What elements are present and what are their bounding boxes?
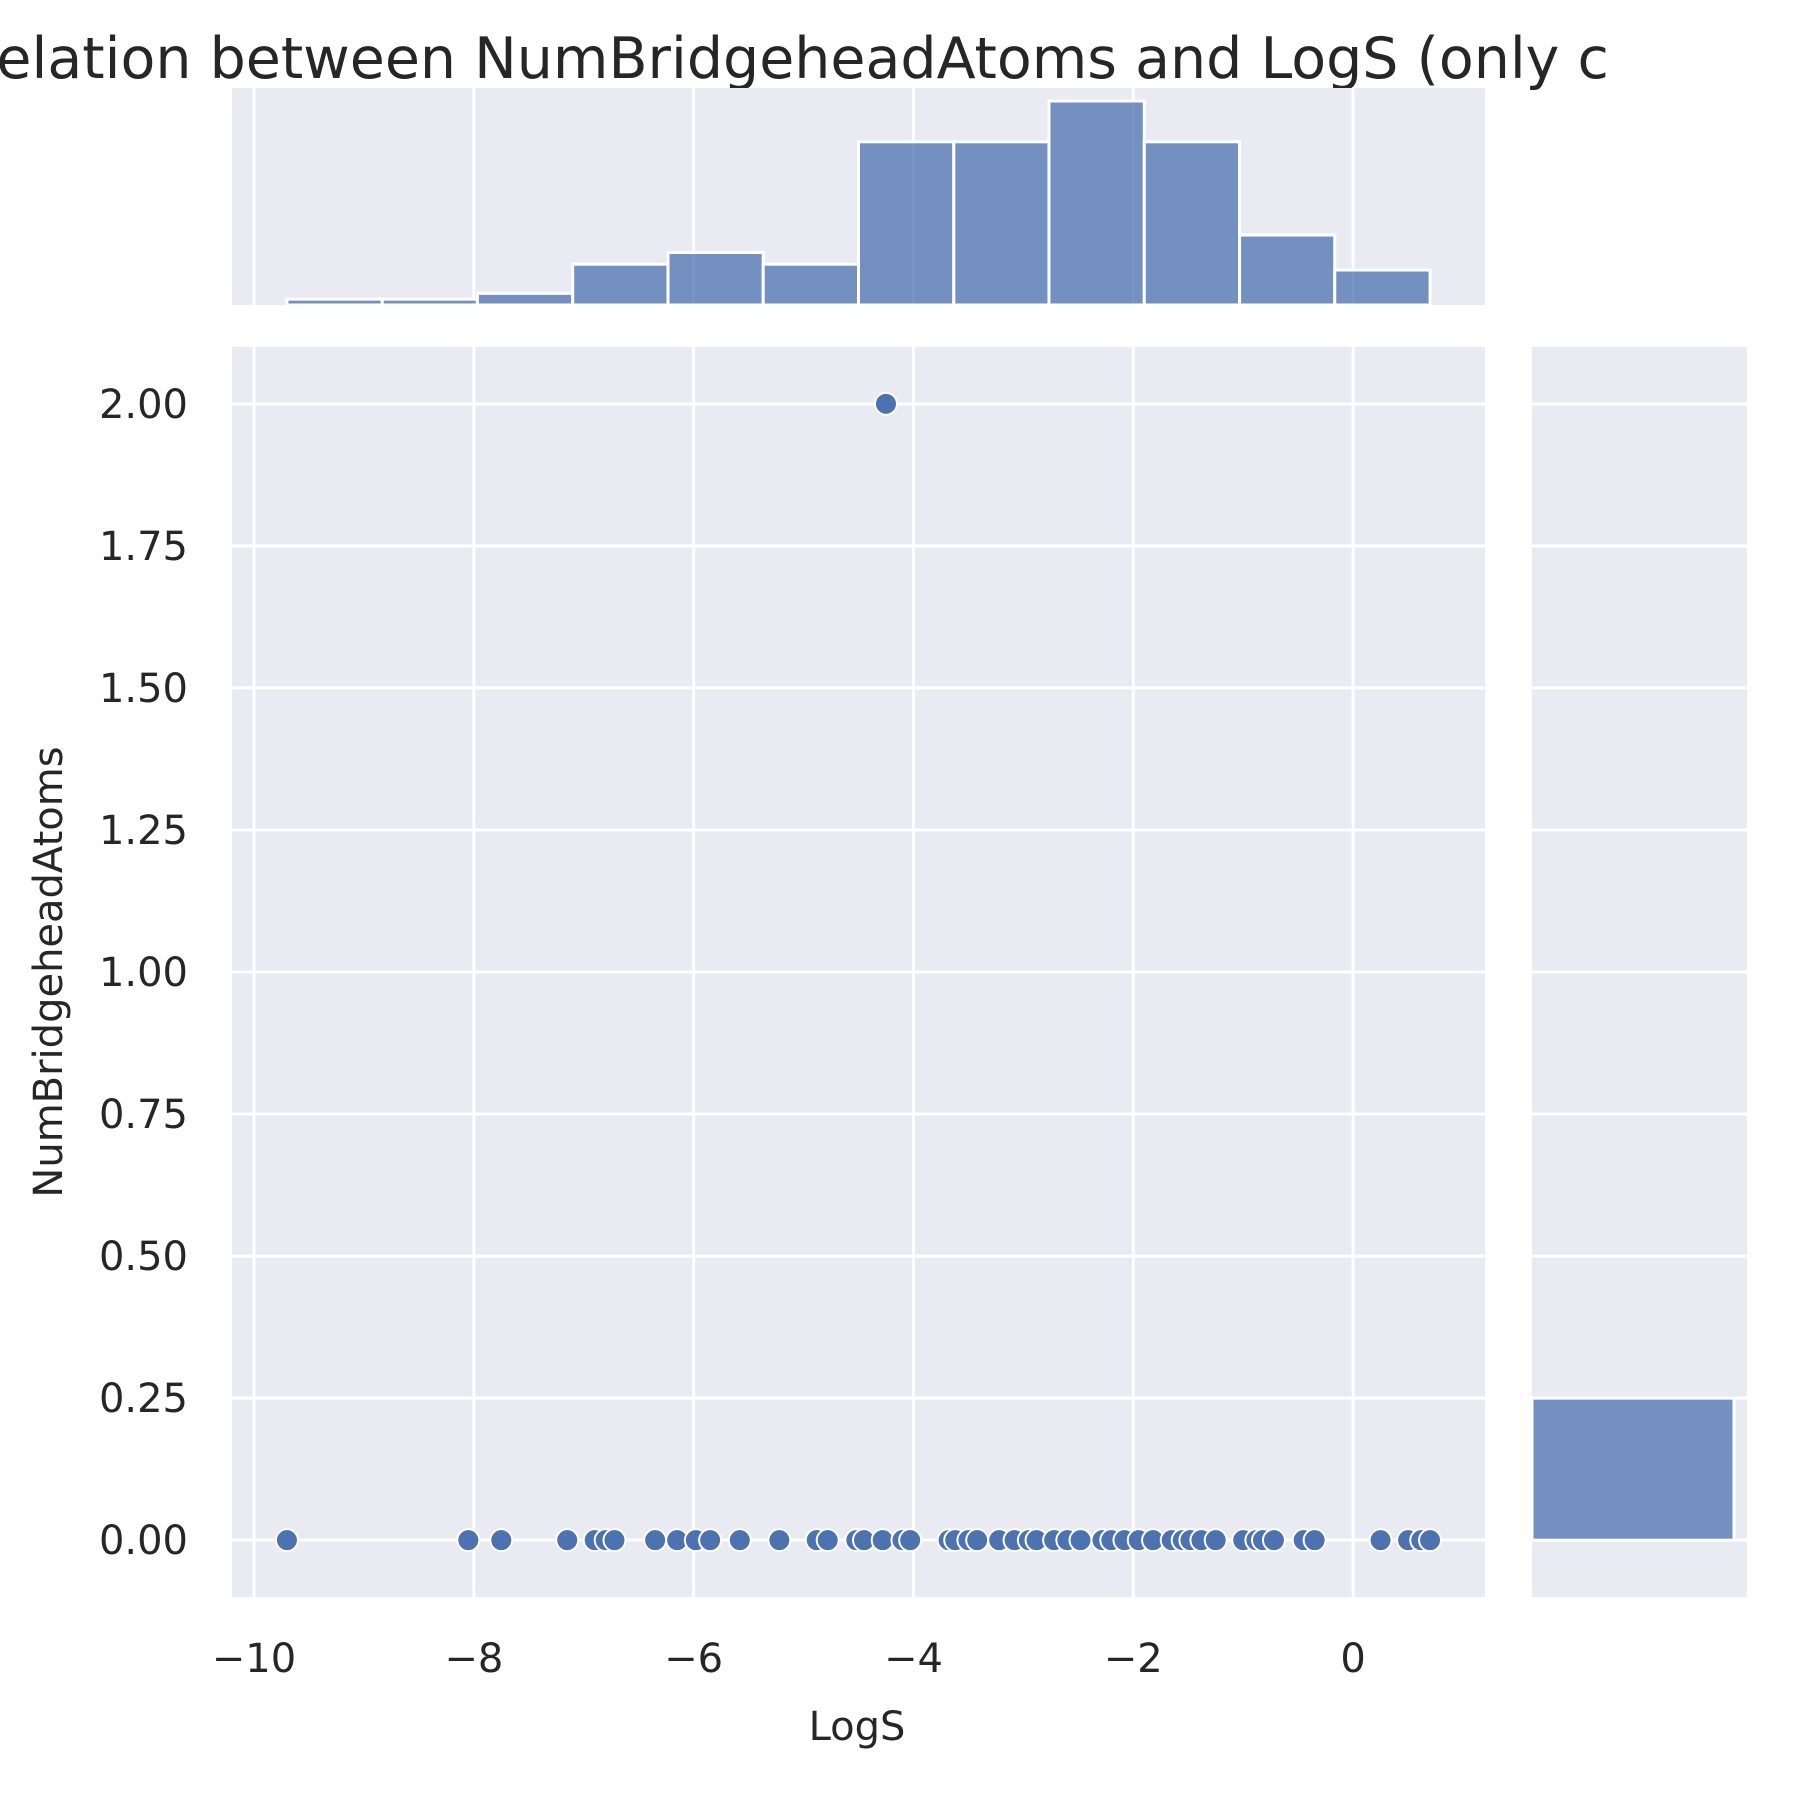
top-hist-bar — [571, 262, 670, 307]
right-marginal-histogram — [1530, 347, 1747, 1597]
scatter-point — [815, 1528, 840, 1553]
x-tick-label: 0 — [1340, 1636, 1365, 1682]
scatter-point — [767, 1528, 792, 1553]
top-hist-bar — [380, 297, 479, 307]
top-hist-bar — [1047, 99, 1146, 307]
y-tick-label: 1.75 — [99, 524, 188, 570]
x-tick-label: −2 — [1104, 1636, 1163, 1682]
scatter-point — [456, 1528, 481, 1553]
x-tick-label: −6 — [664, 1636, 723, 1682]
scatter-point — [1368, 1528, 1393, 1553]
scatter-point — [698, 1528, 723, 1553]
scatter-point — [1203, 1528, 1228, 1553]
main-scatter-plot: −10 −8 −6 −4 −2 0 0.00 0.25 0.50 0.75 1.00 1.25 1.50… — [99, 347, 1485, 1682]
scatter-point — [489, 1528, 514, 1553]
x-axis-label: LogS — [809, 1704, 906, 1750]
scatter-point — [898, 1528, 923, 1553]
x-tick-label: −8 — [444, 1636, 503, 1682]
y-tick-label: 0.00 — [99, 1518, 188, 1564]
x-tick-label: −10 — [212, 1636, 296, 1682]
top-hist-bar — [666, 251, 765, 307]
y-tick-label: 1.50 — [99, 666, 188, 712]
scatter-point — [873, 391, 898, 416]
scatter-point — [1418, 1528, 1443, 1553]
top-hist-bar — [1142, 140, 1242, 307]
y-tick-label: 1.00 — [99, 950, 188, 996]
scatter-point — [643, 1528, 668, 1553]
right-hist-bar — [1530, 1396, 1736, 1542]
top-hist-bar — [1333, 268, 1432, 307]
scatter-point — [602, 1528, 627, 1553]
scatter-point — [274, 1528, 299, 1553]
y-tick-label: 1.25 — [99, 808, 188, 854]
scatter-point — [965, 1528, 990, 1553]
y-axis-label: NumBridgeheadAtoms — [26, 746, 72, 1197]
y-tick-label: 0.75 — [99, 1092, 188, 1138]
top-hist-bar — [285, 297, 384, 307]
top-hist-bar — [1238, 233, 1337, 307]
top-hist-bar — [952, 140, 1051, 307]
x-tick-label: −4 — [884, 1636, 943, 1682]
scatter-point — [1068, 1528, 1093, 1553]
y-tick-label: 2.00 — [99, 382, 188, 428]
top-hist-bar — [475, 291, 575, 307]
scatter-point — [555, 1528, 580, 1553]
chart-title: Correlation between NumBridgeheadAtoms a… — [0, 26, 1609, 92]
y-tick-label: 0.50 — [99, 1234, 188, 1280]
top-hist-bar — [761, 262, 860, 307]
scatter-point — [870, 1528, 895, 1553]
scatter-point — [1261, 1528, 1286, 1553]
top-marginal-histogram — [232, 88, 1485, 307]
y-tick-label: 0.25 — [99, 1376, 188, 1422]
scatter-point — [727, 1528, 752, 1553]
scatter-point — [1302, 1528, 1327, 1553]
top-hist-bar — [857, 140, 956, 307]
